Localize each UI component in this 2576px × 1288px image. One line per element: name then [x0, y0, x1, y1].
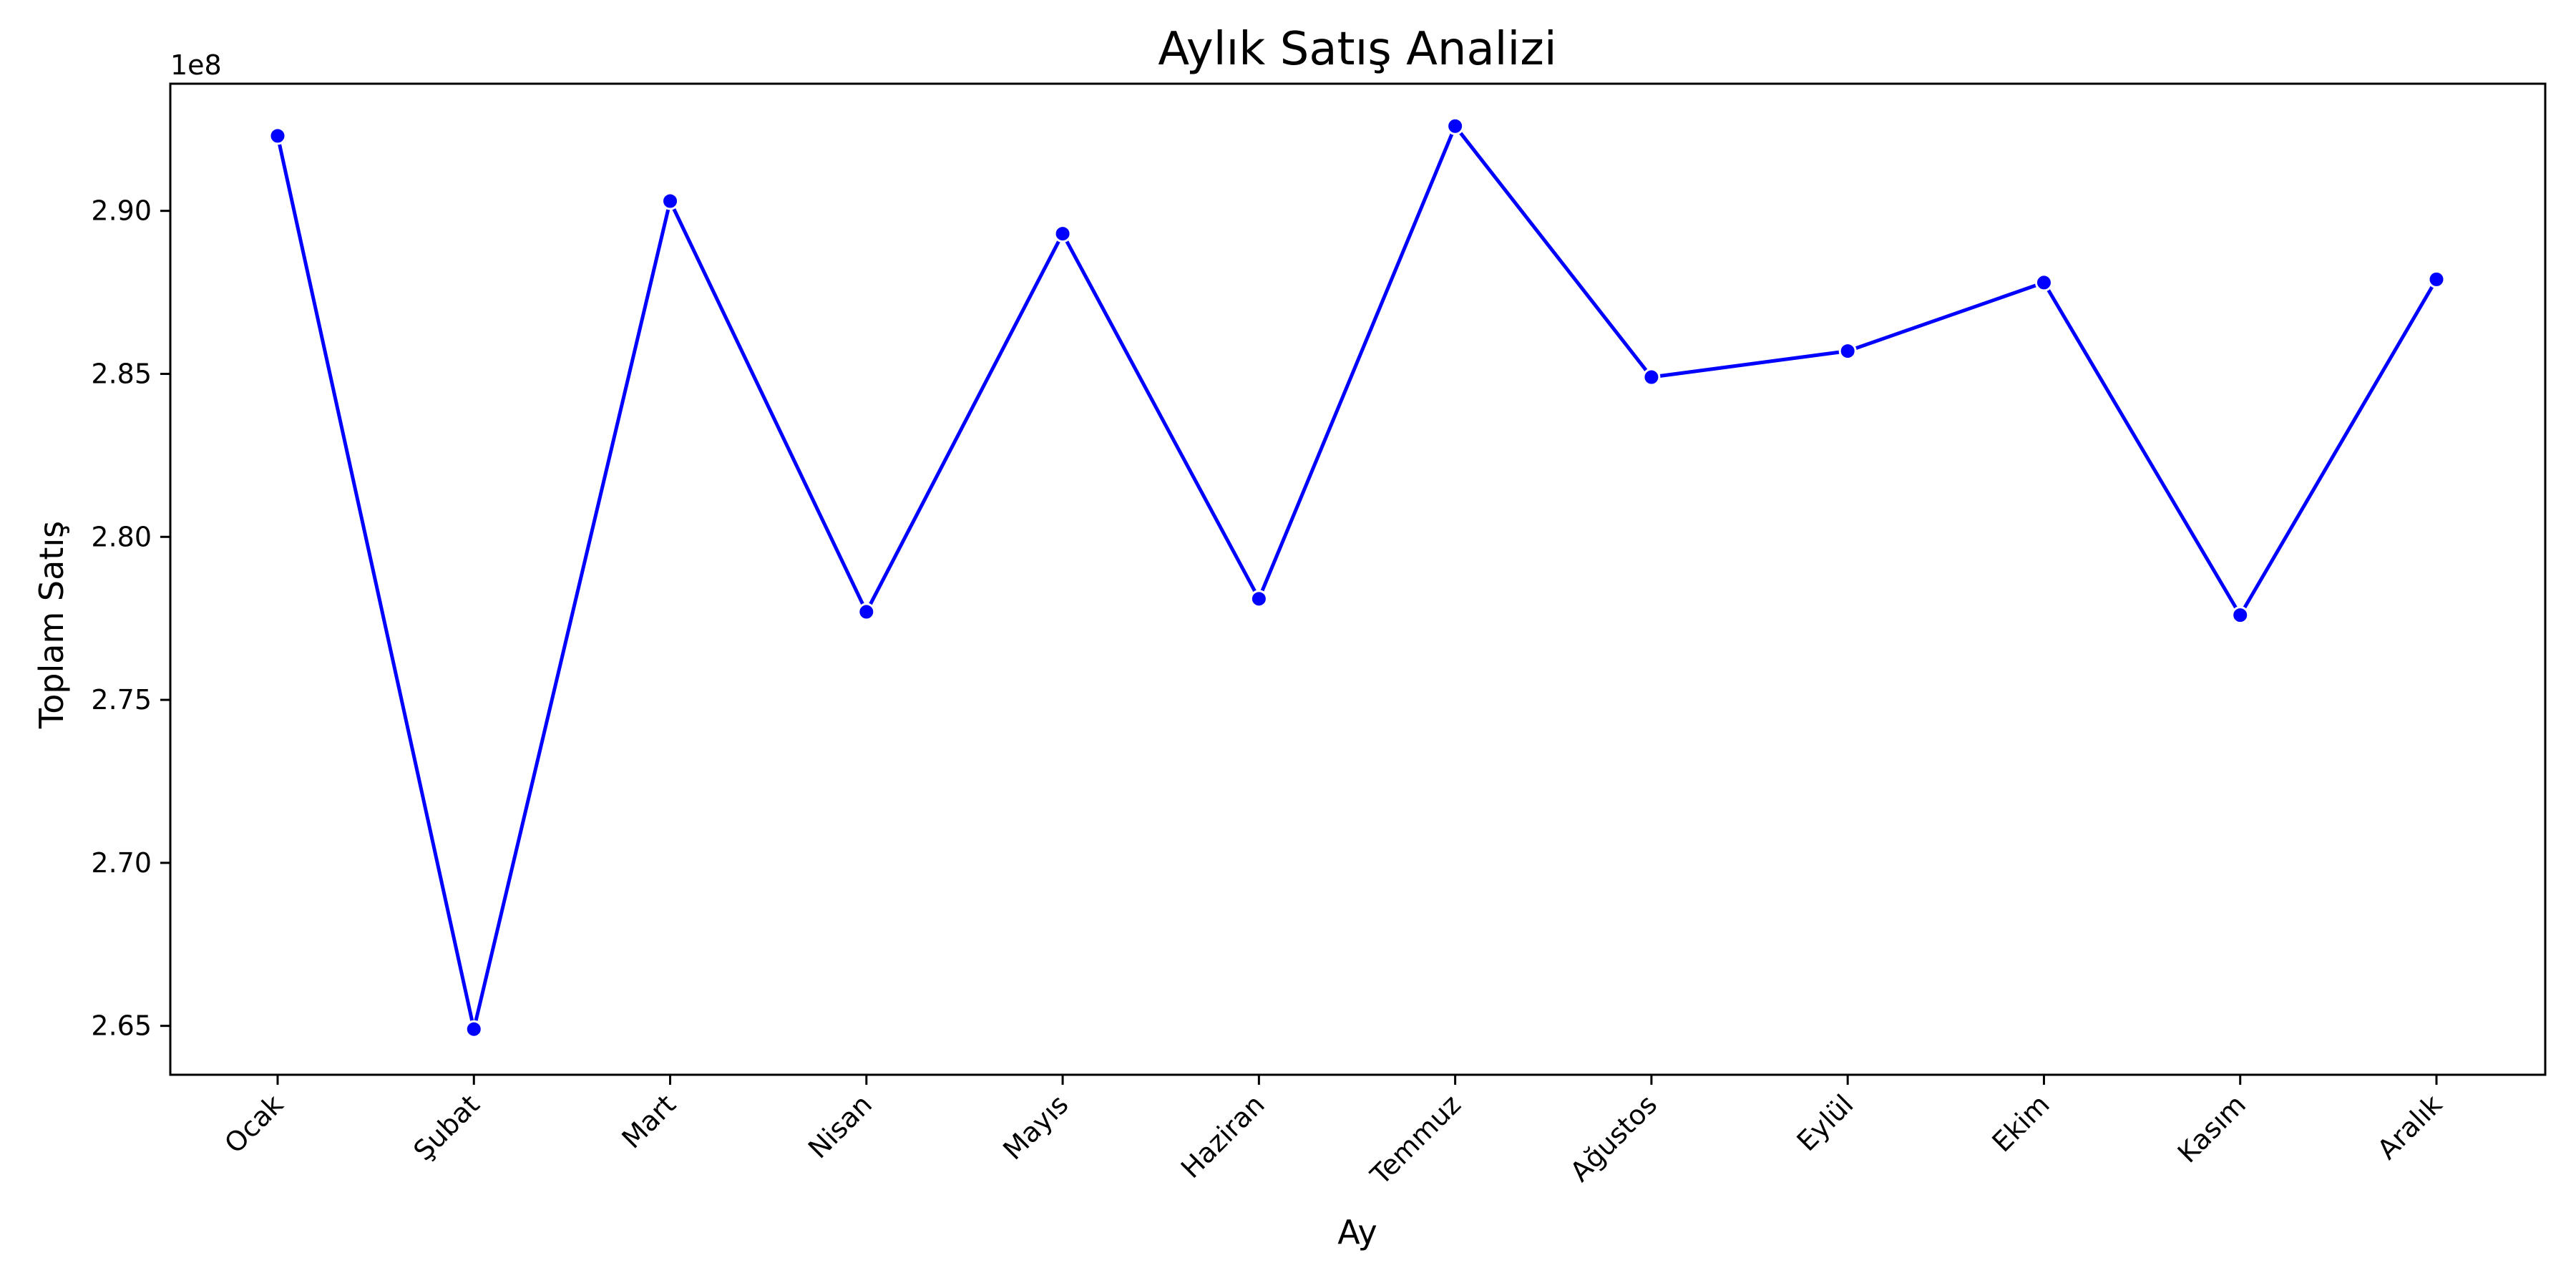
x-axis-label: Ay [1337, 1213, 1377, 1252]
data-point [1446, 117, 1465, 135]
x-tick-label: Eylül [1791, 1088, 1860, 1157]
plot-area: 2.65 2.70 2.75 2.80 2.85 2.90 Ocak Şubat Mart Nis… [91, 82, 2547, 1191]
data-point [1053, 225, 1072, 243]
x-tick-label: Haziran [1175, 1088, 1271, 1184]
x-tick-label: Ekim [1986, 1088, 2056, 1158]
x-tick-label: Temmuz [1364, 1088, 1467, 1191]
y-axis-offset-label: 1e8 [170, 49, 222, 81]
data-point [268, 127, 287, 145]
data-point [661, 192, 680, 210]
data-point [1642, 368, 1661, 386]
data-point [2231, 606, 2250, 625]
y-tick-label: 2.65 [91, 1010, 152, 1042]
y-tick-label: 2.70 [91, 847, 152, 879]
y-axis-label: Toplam Satış [32, 521, 71, 729]
x-tick-label: Şubat [407, 1088, 485, 1166]
data-point [1838, 342, 1857, 361]
x-tick-label: Ocak [218, 1088, 289, 1159]
data-point [2034, 273, 2053, 292]
x-tick-label: Mart [616, 1088, 682, 1154]
y-tick-label: 2.90 [91, 195, 152, 227]
plot-frame [169, 82, 2547, 1076]
y-tick-label: 2.80 [91, 521, 152, 552]
x-tick-label: Ağustos [1564, 1088, 1664, 1188]
series-line [275, 124, 2439, 1031]
y-tick-label: 2.75 [91, 684, 152, 716]
y-tick-label: 2.85 [91, 358, 152, 389]
x-tick-label: Nisan [802, 1088, 878, 1164]
data-point [857, 602, 876, 621]
chart-title: Aylık Satış Analizi [1158, 23, 1556, 76]
data-point [464, 1020, 483, 1038]
data-point [1249, 590, 1268, 608]
data-point [2427, 270, 2446, 288]
x-tick-label: Aralık [2371, 1088, 2449, 1166]
x-tick-label: Mayıs [997, 1088, 1074, 1166]
x-tick-label: Kasım [2172, 1088, 2252, 1169]
